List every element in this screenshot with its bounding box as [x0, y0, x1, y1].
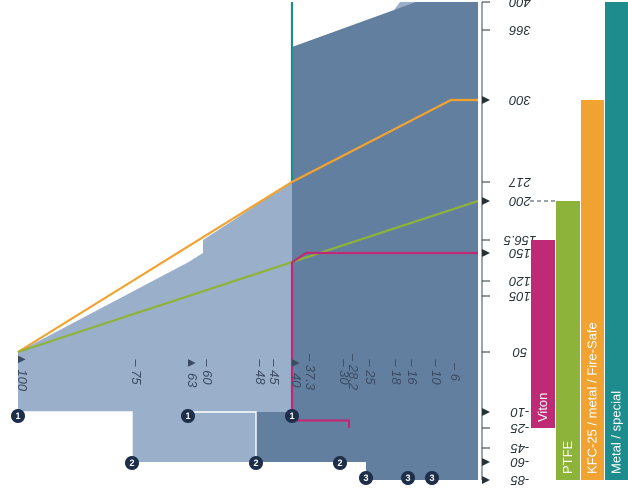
temperature-arrow-2	[482, 96, 490, 104]
badge-3-text-1: 3	[405, 473, 410, 483]
temperature-tick-label-5: 156.5	[503, 233, 536, 248]
pressure-label-13: – 10	[429, 358, 444, 385]
pressure-label-3: – 60	[200, 358, 215, 385]
badge-2-2	[333, 456, 347, 470]
temperature-tick-label-8: 105	[508, 289, 530, 304]
region-boundary-2	[18, 411, 133, 462]
badge-2-0	[125, 456, 139, 470]
badge-3-1	[401, 471, 415, 485]
temperature-tick-label-7: 120	[508, 274, 530, 289]
series-line-3	[290, 251, 478, 428]
pressure-label-0: ▲ 100	[15, 353, 30, 392]
temperature-tick-label-14: -85	[510, 473, 530, 488]
badge-2-text-2: 2	[337, 458, 342, 468]
pressure-label-10: – 25	[363, 358, 378, 385]
badge-1-text-6: 1	[289, 411, 294, 421]
material-bar-label-0: Viton	[535, 393, 550, 422]
temperature-tick-label-1: 366	[508, 23, 530, 38]
badge-1-text-2: 1	[185, 411, 190, 421]
badge-3-0	[359, 471, 373, 485]
badge-2-text-1: 2	[253, 458, 258, 468]
temperature-tick-label-11: -25	[510, 421, 530, 436]
material-bar-label-1: PTFE	[560, 440, 575, 474]
material-range-bars: Viton PTFE KFC-25 / metal / Fire-Safe Metal…	[531, 2, 628, 480]
badge-1-text-0: 1	[15, 411, 20, 421]
badge-1-0	[11, 409, 25, 423]
temperature-arrow-13	[482, 458, 490, 466]
temperature-tick-label-0: 400	[508, 0, 530, 10]
temperature-tick-label-10: -10	[510, 405, 530, 420]
temperature-tick-label-6: 150	[508, 246, 530, 261]
material-bar-2	[581, 100, 604, 480]
badge-1-2	[181, 409, 195, 423]
badge-3-text-2: 3	[429, 473, 434, 483]
temperature-arrow-4	[482, 197, 490, 205]
badge-3-2	[425, 471, 439, 485]
pressure-label-11: – 18	[389, 358, 404, 385]
badge-3-text-0: 3	[363, 473, 368, 483]
material-bar-0	[531, 240, 555, 428]
pressure-labels: ▲ 100 1 – 75 ▲ 63 1 – 60 – 48– 45 ▲ 40 1 – 37.3 – …	[11, 353, 463, 485]
series-line-2	[17, 199, 479, 354]
badge-1-6	[285, 409, 299, 423]
material-bar-1	[556, 201, 580, 480]
pressure-label-5: – 45	[267, 358, 282, 385]
temperature-arrow-10	[482, 408, 490, 416]
temperature-arrow-6	[482, 249, 490, 257]
pressure-label-4: – 48	[253, 358, 268, 385]
temperature-tick-label-2: 300	[508, 93, 530, 108]
temperature-tick-label-3: 217	[508, 175, 531, 190]
pressure-label-2: ▲ 63	[185, 357, 200, 389]
temperature-arrow-14	[482, 476, 490, 484]
pressure-label-14: – 6	[448, 362, 463, 382]
badge-2-text-0: 2	[129, 458, 134, 468]
pressure-label-8: – 30	[337, 358, 352, 385]
temperature-tick-label-4: 200	[508, 194, 531, 209]
material-bar-3	[605, 2, 628, 480]
region-1	[256, 2, 478, 480]
material-bar-label-2: KFC-25 / metal / Fire-Safe	[585, 322, 600, 474]
temperature-tick-label-9: 50	[512, 345, 527, 360]
material-bar-label-3: Metal / special	[609, 391, 624, 474]
pressure-regions	[18, 2, 478, 480]
pressure-label-6: ▲ 40	[289, 357, 304, 389]
pressure-label-12: – 16	[405, 358, 420, 385]
pressure-label-9: – 28.2	[346, 353, 361, 391]
pressure-label-7: – 37.3	[303, 353, 318, 391]
series-line-1	[17, 98, 478, 353]
series-lines	[17, 2, 479, 428]
region-boundary-2b	[188, 411, 257, 462]
temperature-tick-label-12: -45	[510, 441, 530, 456]
pressure-label-1: – 75	[129, 358, 144, 385]
badge-2-1	[249, 456, 263, 470]
temperature-tick-label-13: -60	[510, 455, 530, 470]
